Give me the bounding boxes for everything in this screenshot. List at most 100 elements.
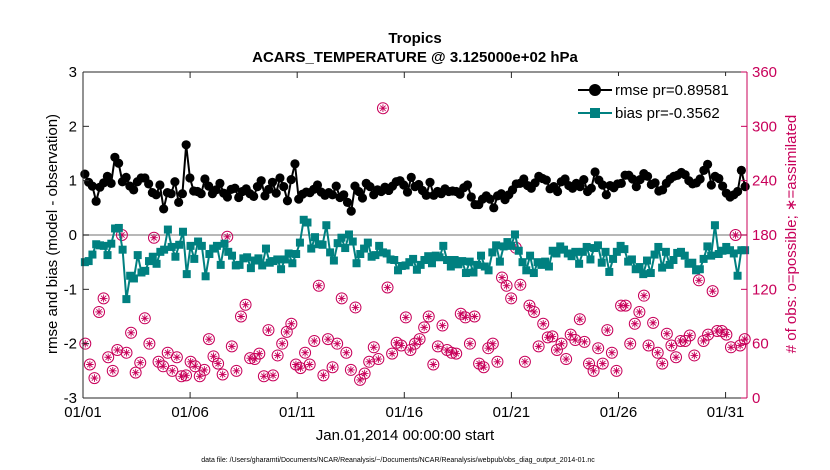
rmse-point [601,190,611,200]
obs-possible-marker [367,341,380,354]
obs-count-point [344,363,357,376]
obs-possible-marker [326,361,339,374]
obs-assimilated-marker [530,308,538,316]
obs-possible-marker [111,344,124,357]
bias-point [567,252,576,261]
obs-count-point [276,337,289,350]
rmse-point [80,169,90,179]
rmse-point [185,173,195,183]
bias-point [348,237,357,246]
bias-point [273,255,282,264]
obs-count-point [129,366,142,379]
obs-assimilated-marker [699,337,708,345]
rmse-point [357,193,368,203]
obs-count-point [97,292,110,305]
obs-count-point [550,344,563,357]
bias-point [160,245,169,254]
obs-assimilated-marker [438,321,447,330]
obs-assimilated-marker [649,319,657,327]
legend-bias-marker [590,108,600,118]
bias-point [658,263,667,272]
obs-possible-marker [88,372,101,385]
rmse-point [181,140,191,150]
bias-point [458,257,467,266]
obs-count-point [491,355,504,368]
obs-count-point [596,357,609,370]
bias-point [228,251,237,260]
obs-assimilated-marker [99,294,108,303]
obs-possible-marker [93,305,106,318]
obs-possible-marker [271,349,284,362]
bias-point [510,230,519,239]
obs-count-point [340,346,353,359]
obs-possible-marker [482,342,495,355]
obs-count-point [734,339,747,352]
obs-possible-marker [276,337,289,350]
rmse-point [421,190,431,200]
bias-point [311,233,320,242]
obs-assimilated-marker [195,372,204,381]
bias-point [288,259,297,268]
rmse-point [714,173,724,184]
obs-count-point [573,313,586,326]
rmse-point [406,172,416,183]
obs-assimilated-marker [374,355,383,363]
obs-assimilated-marker [516,281,525,289]
legend: rmse pr=0.89581 bias pr=-0.3562 [572,76,729,143]
obs-assimilated-marker [603,326,612,334]
data-file-footnote: data file: /Users/gharamti/Documents/NCA… [201,457,595,464]
bias-point [194,237,203,246]
rmse-point [733,186,743,197]
obs-count-point [605,346,618,359]
obs-possible-marker [505,292,518,305]
obs-possible-marker [102,351,115,364]
obs-possible-marker [477,361,490,374]
obs-assimilated-marker [447,348,456,357]
obs-count-point [239,298,252,311]
obs-count-point [193,370,206,383]
obs-possible-marker [546,330,559,343]
bias-point [329,256,338,265]
obs-count-point [354,373,367,386]
obs-count-point [592,342,605,355]
bias-point [635,263,644,272]
obs-assimilated-marker [685,331,694,340]
rmse-point [286,174,296,185]
bias-point [703,242,712,251]
y-axis-label-right: # of obs: o=possible; ∗=assimilated [783,115,800,354]
obs-assimilated-marker [232,367,241,375]
obs-assimilated-marker [640,291,648,300]
bias-point [661,247,670,256]
obs-possible-marker [660,327,673,340]
obs-count-point [376,102,389,115]
obs-count-point [207,350,220,363]
bias-point [337,233,346,242]
obs-possible-marker [670,351,683,364]
bias-point [148,252,157,261]
rmse-point [650,178,660,188]
obs-count-point [477,361,490,374]
obs-count-point [299,346,312,359]
obs-possible-marker [715,324,728,337]
y-axis-label: rmse and bias (model - observation) [44,114,61,354]
obs-assimilated-marker [621,301,630,310]
bias-point [499,242,508,251]
bias-point [450,255,459,264]
obs-possible-marker [202,333,215,346]
bias-point [492,241,501,250]
obs-assimilated-marker [681,337,689,345]
bias-point [216,260,225,269]
bias-point [412,265,421,274]
obs-assimilated-marker [539,319,548,328]
obs-possible-marker [642,339,655,352]
obs-assimilated-marker [424,312,433,321]
y-tick-label: 0 [69,227,77,244]
obs-possible-marker [386,347,399,360]
obs-assimilated-marker [525,301,534,310]
obs-count-point [308,334,321,347]
bias-point [477,251,486,260]
obs-possible-marker [523,299,536,312]
rmse-point [196,189,206,199]
obs-count-point [660,327,673,340]
